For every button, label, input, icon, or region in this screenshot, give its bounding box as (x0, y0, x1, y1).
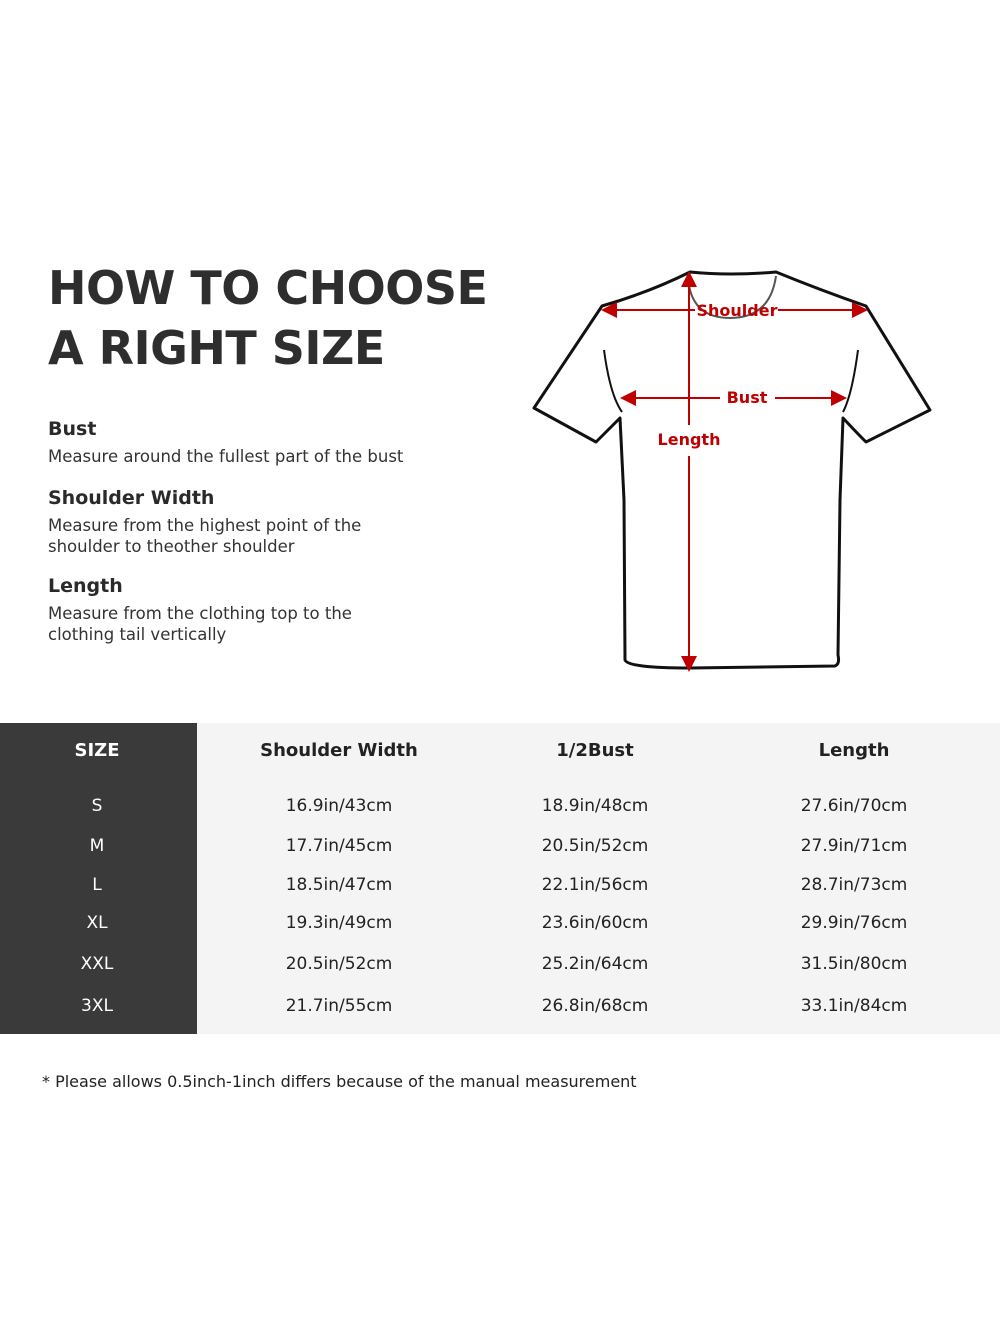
cell-length: 27.6in/70cm (800, 796, 908, 816)
length-description: Measure from the clothing top to the clo… (48, 604, 352, 644)
cell-length: 33.1in/84cm (800, 996, 908, 1016)
cell-size: S (91, 796, 103, 816)
cell-size: XL (86, 913, 108, 933)
header-size: SIZE (74, 740, 120, 761)
shoulder-heading: Shoulder Width (48, 487, 215, 509)
length-heading: Length (48, 575, 123, 597)
cell-size: 3XL (81, 996, 113, 1016)
cell-half-bust: 22.1in/56cm (541, 875, 649, 895)
size-column (0, 723, 197, 1034)
cell-size: XXL (80, 954, 114, 974)
cell-half-bust: 23.6in/60cm (541, 913, 649, 933)
cell-size: L (92, 875, 102, 895)
cell-shoulder-width: 17.7in/45cm (285, 836, 393, 856)
cell-shoulder-width: 16.9in/43cm (285, 796, 393, 816)
cell-half-bust: 26.8in/68cm (541, 996, 649, 1016)
bust-heading: Bust (48, 418, 97, 440)
cell-shoulder-width: 21.7in/55cm (285, 996, 393, 1016)
cell-shoulder-width: 19.3in/49cm (285, 913, 393, 933)
shoulder-description: Measure from the highest point of the sh… (48, 516, 362, 556)
cell-length: 28.7in/73cm (800, 875, 908, 895)
cell-length: 27.9in/71cm (800, 836, 908, 856)
cell-shoulder-width: 20.5in/52cm (285, 954, 393, 974)
cell-shoulder-width: 18.5in/47cm (285, 875, 393, 895)
header-shoulder-width: Shoulder Width (260, 740, 418, 761)
measurement-table (197, 723, 1000, 1034)
measurement-note: * Please allows 0.5inch-1inch differs be… (42, 1072, 637, 1091)
cell-half-bust: 25.2in/64cm (541, 954, 649, 974)
header-half-bust: 1/2Bust (556, 740, 634, 761)
bust-label: Bust (727, 388, 768, 407)
tshirt-outline (532, 270, 932, 670)
cell-length: 29.9in/76cm (800, 913, 908, 933)
shoulder-label: Shoulder (697, 301, 778, 320)
page-title: HOW TO CHOOSE A RIGHT SIZE (48, 261, 488, 375)
length-label: Length (658, 430, 721, 449)
bust-description: Measure around the fullest part of the b… (48, 447, 404, 466)
header-length: Length (818, 740, 890, 761)
cell-half-bust: 20.5in/52cm (541, 836, 649, 856)
cell-size: M (89, 836, 105, 856)
tshirt-diagram: Shoulder Bust Length (532, 270, 932, 672)
cell-length: 31.5in/80cm (800, 954, 908, 974)
cell-half-bust: 18.9in/48cm (541, 796, 649, 816)
